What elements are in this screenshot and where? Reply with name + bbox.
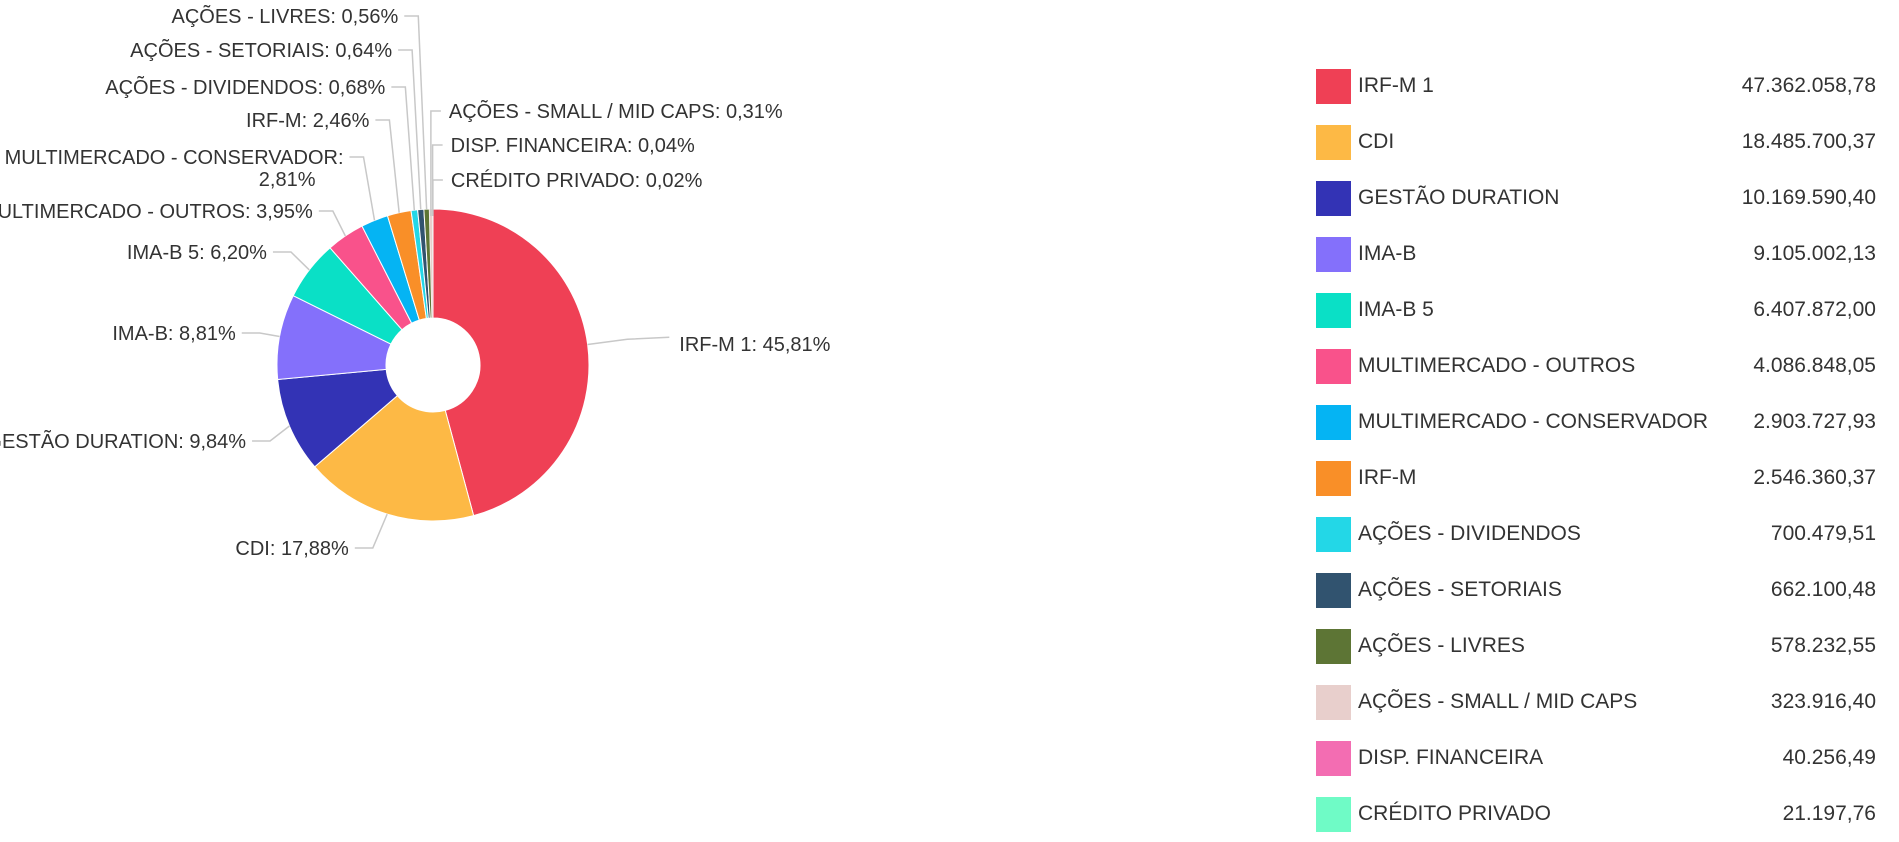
data-label-disp-financeira: DISP. FINANCEIRA: 0,04% (451, 135, 695, 157)
leader-line-irf-m (375, 120, 399, 213)
legend-value: 2.546.360,37 (1753, 466, 1876, 490)
legend-label: MULTIMERCADO - CONSERVADOR (1358, 410, 1753, 434)
legend-value: 47.362.058,78 (1742, 74, 1876, 98)
legend-value: 9.105.002,13 (1753, 242, 1876, 266)
legend-swatch (1316, 461, 1351, 496)
data-label-acoes-small-mid-caps: AÇÕES - SMALL / MID CAPS: 0,31% (449, 99, 783, 123)
legend-value: 18.485.700,37 (1742, 130, 1876, 154)
leader-line-multimercado-outros (319, 211, 345, 236)
legend-label: AÇÕES - SMALL / MID CAPS (1358, 690, 1771, 714)
legend-swatch (1316, 181, 1351, 216)
legend-value: 323.916,40 (1771, 690, 1876, 714)
legend-label: IRF-M (1358, 466, 1753, 490)
data-label-multimercado-conservador: MULTIMERCADO - CONSERVADOR:2,81% (5, 147, 344, 191)
data-label-acoes-livres: AÇÕES - LIVRES: 0,56% (172, 4, 399, 28)
leader-line-gestao-duration (252, 426, 289, 441)
legend-label: GESTÃO DURATION (1358, 186, 1742, 210)
data-label-multimercado-outros: MULTIMERCADO - OUTROS: 3,95% (0, 201, 313, 223)
legend-value: 4.086.848,05 (1753, 354, 1876, 378)
data-label-acoes-dividendos: AÇÕES - DIVIDENDOS: 0,68% (105, 75, 385, 99)
leader-line-acoes-setoriais (398, 50, 421, 209)
legend-label: AÇÕES - SETORIAIS (1358, 578, 1771, 602)
legend-value: 40.256,49 (1783, 746, 1876, 770)
legend-swatch (1316, 69, 1351, 104)
legend-swatch (1316, 797, 1351, 832)
legend-swatch (1316, 293, 1351, 328)
legend-swatch (1316, 125, 1351, 160)
legend-value: 700.479,51 (1771, 522, 1876, 546)
legend-label: CDI (1358, 130, 1742, 154)
legend-value: 662.100,48 (1771, 578, 1876, 602)
legend-swatch (1316, 685, 1351, 720)
legend-swatch (1316, 237, 1351, 272)
leader-line-multimercado-conservador (350, 157, 375, 220)
legend-label: AÇÕES - LIVRES (1358, 634, 1771, 658)
data-label-acoes-setoriais: AÇÕES - SETORIAIS: 0,64% (130, 38, 392, 62)
leader-line-acoes-dividendos (391, 87, 414, 210)
legend-label: CRÉDITO PRIVADO (1358, 802, 1783, 826)
legend-value: 10.169.590,40 (1742, 186, 1876, 210)
legend-label: AÇÕES - DIVIDENDOS (1358, 522, 1771, 546)
legend-value: 21.197,76 (1783, 802, 1876, 826)
legend-label: MULTIMERCADO - OUTROS (1358, 354, 1753, 378)
pie-chart: IRF-M 1: 45,81% CDI: 17,88% GESTÃO DURATIO… (0, 0, 1000, 823)
legend-value: 578.232,55 (1771, 634, 1876, 658)
leader-line-ima-b-5 (273, 252, 309, 270)
legend-label: IMA-B 5 (1358, 298, 1753, 322)
legend-value: 6.407.872,00 (1753, 298, 1876, 322)
legend-swatch (1316, 405, 1351, 440)
data-label-cdi: CDI: 17,88% (235, 538, 349, 560)
legend-label: IMA-B (1358, 242, 1753, 266)
data-label-irf-m: IRF-M: 2,46% (246, 110, 370, 132)
data-label-credito-privado: CRÉDITO PRIVADO: 0,02% (451, 169, 703, 192)
leader-line-cdi (355, 514, 387, 548)
legend-label: DISP. FINANCEIRA (1358, 746, 1783, 770)
data-label-ima-b: IMA-B: 8,81% (112, 323, 236, 345)
legend-swatch (1316, 349, 1351, 384)
data-label-irf-m-1: IRF-M 1: 45,81% (679, 334, 830, 356)
legend-swatch (1316, 573, 1351, 608)
legend-value: 2.903.727,93 (1753, 410, 1876, 434)
legend-label: IRF-M 1 (1358, 74, 1742, 98)
legend-swatch (1316, 517, 1351, 552)
legend-swatch (1316, 629, 1351, 664)
data-label-ima-b-5: IMA-B 5: 6,20% (127, 242, 267, 264)
leader-line-irf-m-1 (588, 337, 670, 344)
legend-swatch (1316, 741, 1351, 776)
data-label-gestao-duration: GESTÃO DURATION: 9,84% (0, 429, 246, 453)
pie-chart-svg: IRF-M 1: 45,81% CDI: 17,88% GESTÃO DURATIO… (0, 0, 1000, 823)
leader-line-ima-b (242, 333, 280, 336)
